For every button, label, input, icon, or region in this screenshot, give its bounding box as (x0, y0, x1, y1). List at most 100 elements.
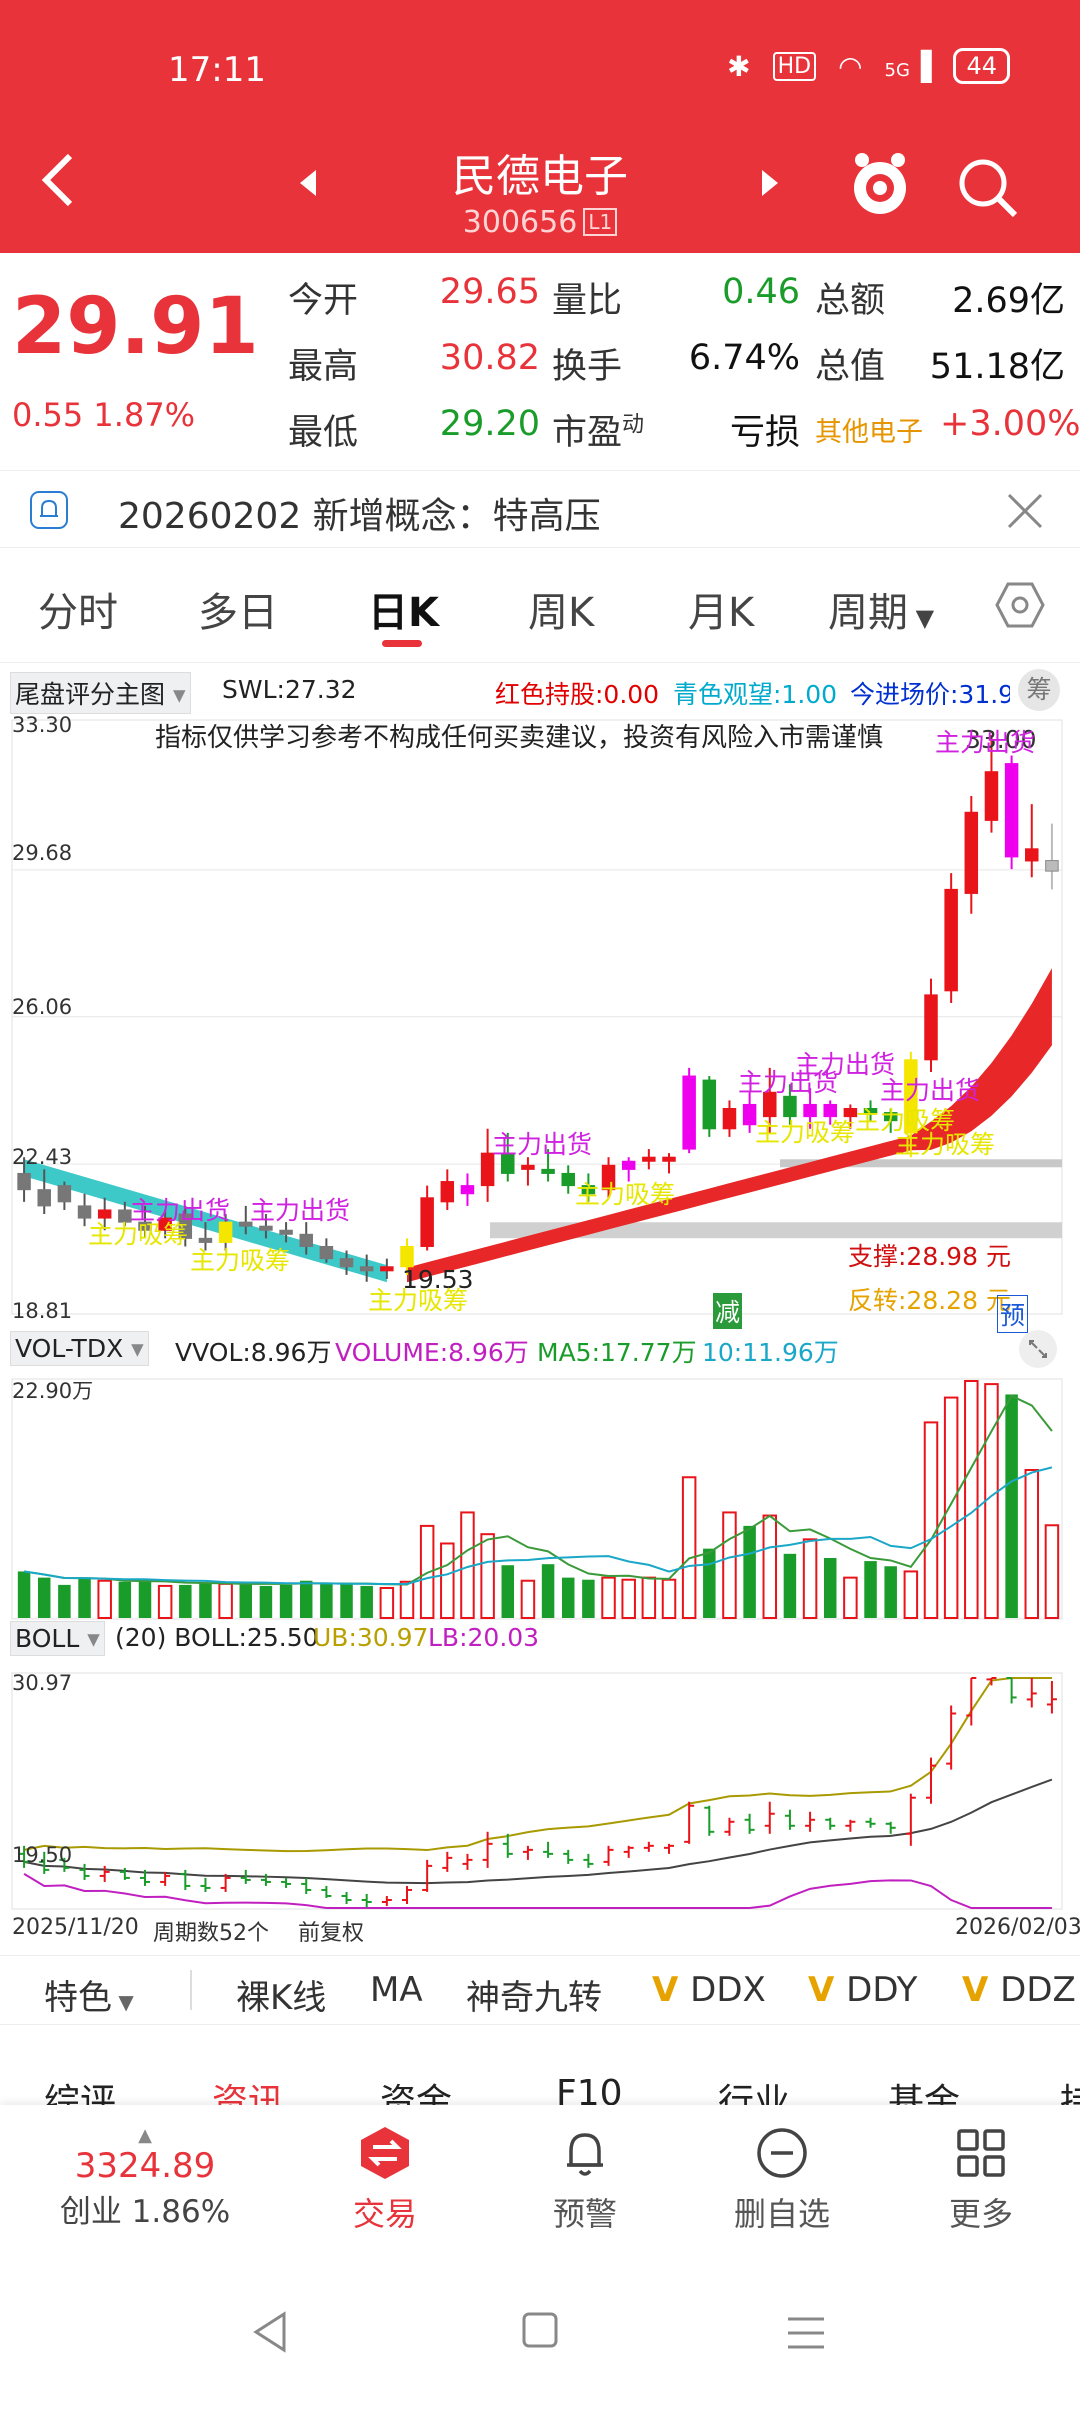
bottom-nav: ▲ 3324.89 创业 1.86% 交易 预警 删自选 更多 (0, 2105, 1080, 2245)
candle-body (621, 1160, 636, 1170)
candle-body (783, 1095, 797, 1118)
mktcap-value: 51.18亿 (929, 347, 1065, 387)
pe-value: 亏损 (729, 413, 800, 453)
nav-more[interactable]: 更多 (926, 2125, 1036, 2235)
boll-top-label: 30.97 (12, 1671, 73, 1695)
volume-bar (199, 1582, 212, 1618)
volume-bar (118, 1581, 132, 1618)
subtab-fund[interactable]: 基金 (888, 2082, 961, 2105)
volume-bar (964, 1380, 979, 1619)
tab-weekly-k[interactable]: 周K (528, 590, 595, 636)
ann-buy: 主力吸筹 (755, 1118, 856, 1147)
tab-intraday[interactable]: 分时 (38, 590, 118, 636)
boll-indicator-select[interactable]: BOLL ▾ (10, 1621, 105, 1656)
feature-bar: 特色 ▼ 裸K线 MA 神奇九转 V DDX V DDY V DDZ (0, 1955, 1080, 2025)
feature-ddy[interactable]: V DDY (808, 1970, 918, 2010)
next-stock-icon[interactable] (760, 168, 780, 198)
back-icon[interactable] (38, 150, 78, 210)
tab-monthly-k[interactable]: 月K (688, 590, 755, 636)
bell-icon (30, 491, 68, 529)
volume-bar (722, 1511, 737, 1620)
ma10-value: 10:11.96万 (702, 1338, 839, 1367)
subtab-holding[interactable]: 持 (1060, 2082, 1080, 2105)
settings-hex-icon[interactable] (995, 580, 1045, 630)
tab-underline (382, 640, 422, 647)
volume-bar (399, 1580, 415, 1619)
volume-bar (621, 1578, 636, 1619)
turnover-value: 6.74% (688, 338, 800, 378)
feature-nine-turn[interactable]: 神奇九转 (466, 1978, 602, 2018)
candle-body (339, 1258, 354, 1268)
amount-value: 2.69亿 (952, 281, 1065, 321)
volume-bar (1005, 1394, 1018, 1618)
support-band (780, 1159, 1062, 1168)
nav-remove-watch[interactable]: 删自选 (727, 2125, 837, 2235)
candle-body (682, 1075, 696, 1150)
ann-sell: 主力出货 (880, 1076, 981, 1105)
nav-alert[interactable]: 预警 (530, 2125, 640, 2235)
subtab-summary[interactable]: 综评 (44, 2082, 117, 2105)
volume-bar (903, 1570, 919, 1619)
main-indicator-select[interactable]: 尾盘评分主图 ▾ (10, 672, 191, 714)
minus-circle-icon (757, 2128, 807, 2178)
volume-bar (259, 1585, 273, 1618)
volume-bar (218, 1582, 233, 1620)
v-icon: V (962, 1970, 1001, 2010)
boll-mid-line (23, 1778, 1053, 1885)
volume-bar (762, 1514, 778, 1620)
subtab-funds[interactable]: 资金 (380, 2082, 453, 2105)
trade-icon (361, 2127, 409, 2179)
candle-body (1025, 848, 1039, 862)
cyan-ribbon (24, 1159, 387, 1283)
concept-notice[interactable]: 20260202 新增概念：特高压 (0, 470, 1080, 548)
candle-body (501, 1152, 515, 1174)
red-hold-value: 红色持股:0.00 (495, 680, 660, 709)
volume-bar (320, 1583, 333, 1618)
volume-bar (843, 1576, 858, 1620)
mascot-icon[interactable] (848, 150, 912, 220)
tab-period[interactable]: 周期 ▼ (828, 590, 935, 636)
sector-name[interactable]: 其他电子 (815, 417, 923, 448)
feature-ddx[interactable]: V DDX (652, 1970, 766, 2010)
index-ticker[interactable]: ▲ 3324.89 创业 1.86% (59, 2125, 231, 2230)
sys-home-icon[interactable] (520, 2310, 560, 2350)
candle-body (722, 1108, 737, 1130)
v-icon: V (652, 1970, 691, 2010)
ann-sell: 主力出货 (250, 1196, 351, 1225)
subtab-f10[interactable]: F10 (556, 2073, 623, 2105)
sys-back-icon[interactable] (250, 2310, 290, 2354)
period-count: 周期数52个 (153, 1921, 269, 1946)
search-icon[interactable] (955, 155, 1021, 221)
boll-lower-line (23, 1873, 1052, 1909)
chip-distribution-button[interactable]: 筹 (1018, 669, 1060, 711)
subtab-news[interactable]: 资讯 (212, 2082, 285, 2105)
chart-area[interactable]: 尾盘评分主图 ▾ SWL:27.32 红色持股:0.00 青色观望:1.00 今… (0, 662, 1080, 1947)
nav-trade[interactable]: 交易 (330, 2125, 440, 2235)
vol-ma5-line (23, 1394, 1053, 1586)
volume-ratio-label: 量比 (552, 281, 623, 321)
vol-max-label: 22.90万 (12, 1379, 94, 1403)
volume-bar (419, 1524, 435, 1619)
volume-bar (379, 1586, 395, 1619)
feature-ma[interactable]: MA (370, 1970, 423, 2010)
candle-body (460, 1185, 475, 1195)
adjust-mode[interactable]: 前复权 (298, 1921, 365, 1946)
feature-special[interactable]: 特色 ▼ (44, 1978, 134, 2018)
volume-bar (340, 1582, 353, 1618)
sys-menu-icon[interactable] (784, 2313, 828, 2353)
close-icon[interactable] (1007, 493, 1043, 529)
vol-indicator-select[interactable]: VOL-TDX ▾ (10, 1331, 149, 1366)
period-tabs: 分时 多日 日K 周K 月K 周期 ▼ (0, 565, 1080, 660)
feature-naked-k[interactable]: 裸K线 (236, 1978, 327, 2018)
tab-daily-k[interactable]: 日K (368, 590, 439, 636)
prev-stock-icon[interactable] (298, 168, 318, 198)
high-value: 30.82 (439, 338, 540, 378)
volume-bar (884, 1566, 897, 1618)
candle-body (984, 771, 999, 821)
tab-multi-day[interactable]: 多日 (198, 590, 278, 636)
candle-body (863, 1108, 878, 1114)
expand-icon[interactable] (1018, 1329, 1058, 1369)
subtab-industry[interactable]: 行业 (718, 2082, 791, 2105)
app-header: 17:11 ✱ HD ◠ 5G▐ 44 民德电子 300656 L1 (0, 0, 1080, 253)
feature-ddz[interactable]: V DDZ (962, 1970, 1076, 2010)
